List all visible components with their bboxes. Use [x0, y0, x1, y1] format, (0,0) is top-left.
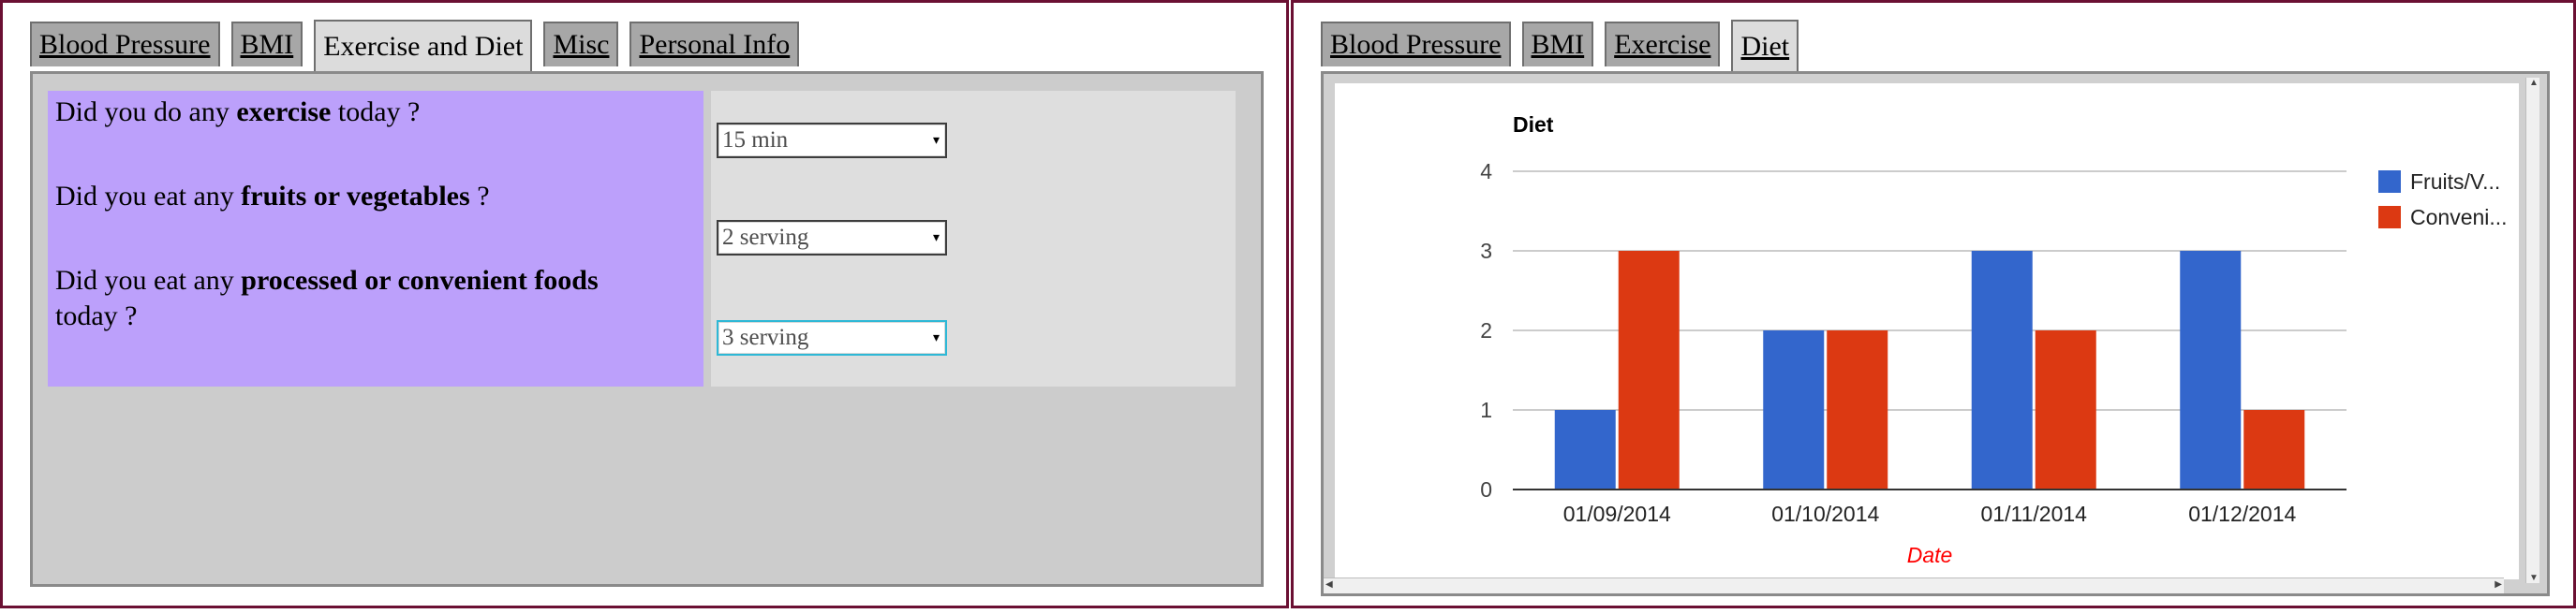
- exercise-question: Did you do any exercise today ?: [55, 95, 420, 130]
- legend-swatch: [2378, 206, 2401, 228]
- fruits-servings-select[interactable]: 2 serving ▾: [717, 220, 947, 256]
- bar: [1618, 251, 1680, 490]
- bar: [2243, 410, 2305, 490]
- exercise-duration-select[interactable]: 15 min ▾: [717, 123, 947, 158]
- bar: [1763, 330, 1825, 490]
- legend-swatch: [2378, 170, 2401, 193]
- x-axis-label: Date: [1907, 543, 1953, 567]
- tab-label: Blood Pressure: [39, 29, 211, 60]
- question-text: ?: [469, 181, 490, 212]
- question-keyword: processed or convenient foods: [241, 265, 599, 296]
- tab-blood-pressure[interactable]: Blood Pressure: [1321, 22, 1511, 66]
- vertical-scrollbar[interactable]: ▲ ▼: [2525, 78, 2539, 583]
- y-tick-label: 2: [1480, 318, 1492, 343]
- diet-chart-frame: 0 1 2 3 4 01/09/2014 01/10/2014 01/11/2014 01/12…: [1321, 71, 2550, 596]
- exercise-diet-frame: Did you do any exercise today ? Did you …: [30, 71, 1264, 587]
- tab-label: Misc: [553, 29, 610, 60]
- bar: [1971, 251, 2033, 490]
- bar: [2180, 251, 2242, 490]
- bar: [1827, 330, 1888, 490]
- x-tick-label: 01/10/2014: [1771, 502, 1879, 526]
- processed-foods-servings-select[interactable]: 3 serving ▾: [717, 320, 947, 356]
- tab-exercise[interactable]: Exercise: [1605, 22, 1721, 66]
- right-tab-bar: Blood Pressure BMI Exercise Diet: [1321, 20, 1799, 72]
- tab-exercise-and-diet[interactable]: Exercise and Diet: [314, 20, 533, 72]
- selected-value: 2 serving: [722, 225, 809, 250]
- dropdown-arrow-icon: ▾: [932, 231, 940, 245]
- fruits-question: Did you eat any fruits or vegetables ?: [55, 179, 490, 214]
- left-tab-bar: Blood Pressure BMI Exercise and Diet Mis…: [30, 20, 800, 72]
- y-tick-label: 0: [1480, 477, 1492, 502]
- y-tick-label: 4: [1480, 159, 1492, 183]
- question-text: Did you eat any: [55, 265, 242, 296]
- diet-bar-chart: 0 1 2 3 4 01/09/2014 01/10/2014 01/11/2014 01/12…: [1480, 112, 2508, 567]
- tab-label: BMI: [1531, 29, 1585, 60]
- tab-diet[interactable]: Diet: [1731, 20, 1799, 72]
- scroll-up-icon[interactable]: ▲: [2529, 78, 2539, 88]
- y-tick-label: 1: [1480, 398, 1492, 422]
- dropdown-arrow-icon: ▾: [932, 134, 940, 148]
- bar: [1554, 410, 1616, 490]
- tab-misc[interactable]: Misc: [543, 22, 619, 66]
- horizontal-scrollbar[interactable]: ◀ ▶: [1324, 577, 2504, 593]
- dropdown-arrow-icon: ▾: [932, 331, 940, 345]
- tab-bmi[interactable]: BMI: [230, 22, 303, 66]
- processed-foods-question: Did you eat any processed or convenient …: [55, 263, 655, 334]
- left-panel: Blood Pressure BMI Exercise and Diet Mis…: [0, 0, 1289, 608]
- y-tick-label: 3: [1480, 239, 1492, 263]
- tab-label: Diet: [1740, 31, 1790, 62]
- tab-blood-pressure[interactable]: Blood Pressure: [30, 22, 220, 66]
- question-text: today ?: [331, 96, 421, 127]
- question-text: Did you do any: [55, 96, 237, 127]
- tab-label: Personal Info: [639, 29, 791, 60]
- selected-value: 15 min: [722, 127, 789, 153]
- x-tick-label: 01/11/2014: [1981, 502, 2088, 526]
- tab-label: Exercise: [1614, 29, 1711, 60]
- chart-title: Diet: [1513, 112, 1554, 137]
- scroll-down-icon[interactable]: ▼: [2529, 573, 2539, 583]
- right-panel: Blood Pressure BMI Exercise Diet 0 1 2 3 4 01…: [1291, 0, 2576, 608]
- tab-label: BMI: [240, 29, 294, 60]
- selected-value: 3 serving: [722, 325, 809, 350]
- legend-label: Fruits/V...: [2410, 169, 2500, 194]
- legend-label: Conveni...: [2410, 205, 2508, 229]
- tab-label: Blood Pressure: [1330, 29, 1502, 60]
- question-keyword: fruits or vegetables: [241, 181, 470, 212]
- tab-personal-info[interactable]: Personal Info: [629, 22, 800, 66]
- bar: [2035, 330, 2096, 490]
- x-tick-label: 01/12/2014: [2188, 502, 2296, 526]
- tab-label: Exercise and Diet: [323, 31, 524, 62]
- scroll-left-icon[interactable]: ◀: [1325, 579, 1333, 590]
- diet-chart-container: 0 1 2 3 4 01/09/2014 01/10/2014 01/11/2014 01/12…: [1335, 83, 2519, 579]
- scroll-right-icon[interactable]: ▶: [2495, 579, 2502, 590]
- question-text: today ?: [55, 300, 138, 331]
- question-text: Did you eat any: [55, 181, 242, 212]
- answer-area: 15 min ▾ 2 serving ▾ 3 serving ▾: [711, 91, 1236, 387]
- question-keyword: exercise: [236, 96, 332, 127]
- x-tick-label: 01/09/2014: [1563, 502, 1671, 526]
- tab-bmi[interactable]: BMI: [1521, 22, 1594, 66]
- question-area: Did you do any exercise today ? Did you …: [48, 91, 703, 387]
